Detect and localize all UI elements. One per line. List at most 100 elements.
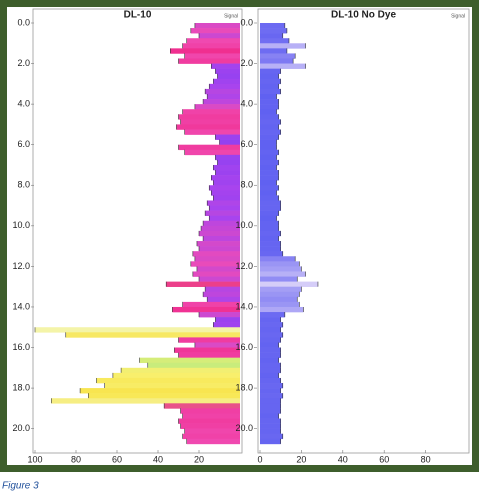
- plot-frame: [257, 8, 470, 454]
- x-tick-label: 20: [296, 454, 306, 464]
- y-tick-label: 8.0: [240, 180, 253, 190]
- signal-band: [260, 210, 279, 216]
- x-tick-label: 100: [27, 454, 42, 464]
- signal-band: [260, 332, 283, 338]
- signal-band: [184, 53, 240, 59]
- signal-band: [180, 408, 240, 414]
- signal-band: [260, 367, 281, 374]
- panel-title: DL-10: [124, 10, 152, 21]
- y-tick-label: 6.0: [240, 139, 253, 149]
- signal-band: [260, 139, 277, 145]
- signal-band: [215, 68, 240, 75]
- signal-band: [205, 286, 240, 293]
- signal-band: [260, 286, 302, 293]
- signal-band: [211, 175, 240, 181]
- signal-band: [260, 352, 281, 358]
- signal-band: [184, 129, 240, 135]
- signal-band: [209, 215, 240, 222]
- signal-band: [260, 362, 281, 369]
- signal-band: [213, 322, 240, 328]
- signal-band: [260, 38, 289, 44]
- signal-band: [186, 438, 240, 445]
- signal-band: [260, 33, 283, 39]
- signal-band: [260, 114, 279, 120]
- y-tick-label: 16.0: [12, 342, 30, 352]
- signal-band: [88, 393, 240, 399]
- y-tick-label: 0.0: [17, 17, 30, 27]
- signal-band: [174, 347, 240, 353]
- x-tick-label: 80: [71, 454, 81, 464]
- signal-band: [260, 109, 277, 115]
- signal-band: [203, 291, 240, 298]
- signal-band: [184, 428, 240, 435]
- signal-band: [260, 144, 277, 151]
- signal-band: [260, 301, 300, 308]
- signal-band: [164, 403, 240, 409]
- y-tick-label: 12.0: [12, 261, 30, 271]
- signal-band: [260, 149, 279, 156]
- signal-band: [260, 68, 281, 75]
- signal-band: [260, 322, 283, 328]
- y-tick-label: 14.0: [12, 301, 30, 311]
- signal-band: [260, 291, 300, 298]
- signal-band: [209, 185, 240, 191]
- signal-band: [260, 347, 281, 353]
- signal-band: [260, 175, 279, 181]
- x-tick-label: 40: [338, 454, 348, 464]
- signal-band: [260, 53, 296, 59]
- signal-band: [190, 28, 240, 34]
- signal-band: [260, 58, 294, 64]
- signal-band: [260, 296, 298, 303]
- signal-band: [35, 327, 240, 333]
- signal-band: [194, 256, 240, 262]
- signal-band: [260, 159, 279, 166]
- signal-band: [211, 63, 240, 69]
- x-tick-label: 60: [112, 454, 122, 464]
- x-tick-label: 60: [379, 454, 389, 464]
- signal-band: [199, 276, 240, 282]
- signal-band: [215, 154, 240, 161]
- signal-band: [260, 73, 279, 80]
- signal-band: [178, 418, 240, 424]
- x-tick-label: 0: [257, 454, 262, 464]
- signal-band: [260, 393, 283, 399]
- signal-band: [260, 271, 306, 277]
- signal-band: [194, 23, 240, 29]
- signal-band: [182, 43, 240, 49]
- signal-band: [180, 423, 240, 429]
- signal-band: [260, 205, 281, 211]
- signal-band: [260, 383, 283, 389]
- signal-band: [260, 83, 279, 90]
- signal-band: [194, 104, 240, 110]
- y-tick-label: 10.0: [235, 220, 253, 230]
- signal-band: [166, 281, 240, 287]
- signal-band: [260, 433, 283, 440]
- signal-band: [260, 220, 279, 227]
- signal-band: [199, 230, 240, 237]
- y-tick-label: 2.0: [17, 58, 30, 68]
- signal-band: [139, 357, 240, 364]
- signal-band: [260, 215, 277, 222]
- signal-band: [260, 134, 279, 140]
- signal-band: [201, 225, 240, 232]
- signal-band: [178, 144, 240, 151]
- x-tick-label: 80: [421, 454, 431, 464]
- signal-band: [260, 418, 281, 424]
- signal-band: [80, 388, 240, 394]
- signal-band: [260, 306, 304, 313]
- signal-band: [215, 317, 240, 323]
- signal-band: [207, 93, 240, 100]
- signal-band: [196, 241, 240, 247]
- caption: Figure 3: [2, 481, 39, 492]
- y-tick-label: 20.0: [12, 423, 30, 433]
- signal-band: [182, 301, 240, 308]
- signal-band: [219, 139, 240, 145]
- y-tick-label: 16.0: [235, 342, 253, 352]
- signal-band: [186, 38, 240, 44]
- signal-band: [260, 408, 281, 414]
- signal-band: [260, 342, 279, 348]
- signal-band: [199, 246, 240, 252]
- signal-band: [260, 241, 281, 247]
- signal-band: [182, 433, 240, 440]
